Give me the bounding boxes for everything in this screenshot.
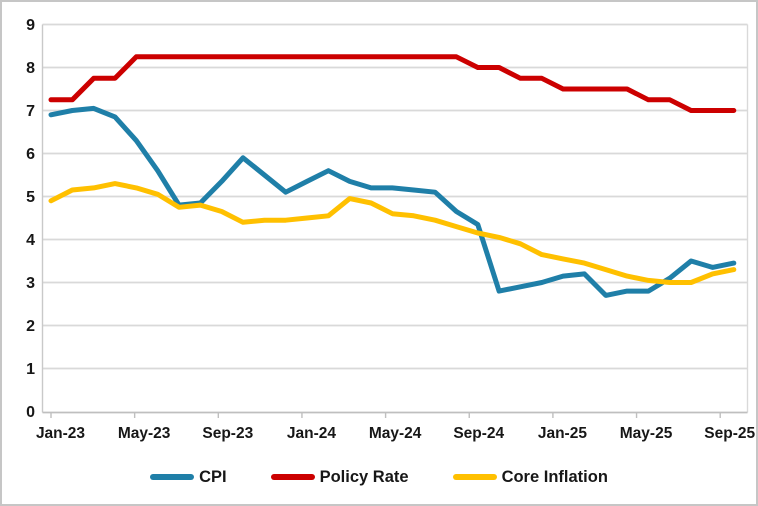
- y-axis-label-2: 2: [26, 318, 35, 335]
- legend-label-cpi: CPI: [199, 467, 227, 486]
- y-axis-label-8: 8: [26, 60, 35, 77]
- x-axis-label-may-23: May-23: [118, 425, 171, 442]
- series-line-cpi: [48, 105, 737, 298]
- y-axis-label-9: 9: [26, 17, 35, 34]
- legend-item-cpi: CPI: [150, 469, 227, 486]
- legend-label-policy-rate: Policy Rate: [319, 467, 409, 486]
- y-axis-label-5: 5: [26, 189, 35, 206]
- x-axis-label-jan-24: Jan-24: [287, 425, 336, 442]
- y-axis-label-1: 1: [26, 361, 35, 378]
- x-axis-label-sep-24: Sep-24: [453, 425, 504, 442]
- x-axis-label-sep-25: Sep-25: [704, 425, 755, 442]
- legend-swatch-policy-rate: [270, 474, 315, 480]
- legend-label-core-inflation: Core Inflation: [501, 467, 608, 486]
- y-axis-label-7: 7: [26, 103, 35, 120]
- chart-legend: CPI Policy Rate Core Inflation: [2, 457, 756, 497]
- plot-area: Jan-23 May-23 Sep-23 Jan-24 May-24 Sep-24 Jan-…: [26, 17, 755, 442]
- x-axis-label-jan-23: Jan-23: [36, 425, 85, 442]
- x-axis-label-may-25: May-25: [620, 425, 673, 442]
- legend-swatch-cpi: [150, 474, 195, 480]
- y-axis-label-3: 3: [26, 275, 35, 292]
- legend-item-core-inflation: Core Inflation: [452, 467, 608, 486]
- legend-item-policy-rate: Policy Rate: [270, 467, 409, 486]
- x-axis-label-jan-25: Jan-25: [538, 425, 587, 442]
- x-axis-label-may-24: May-24: [369, 425, 422, 442]
- x-axis-label-sep-23: Sep-23: [202, 425, 253, 442]
- y-axis-label-0: 0: [26, 404, 35, 421]
- series-line-policy-rate: [48, 54, 737, 113]
- series-line-core-inflation: [48, 181, 737, 285]
- y-axis-label-4: 4: [26, 232, 35, 249]
- y-axis-label-6: 6: [26, 146, 35, 163]
- legend-swatch-core-inflation: [452, 474, 497, 480]
